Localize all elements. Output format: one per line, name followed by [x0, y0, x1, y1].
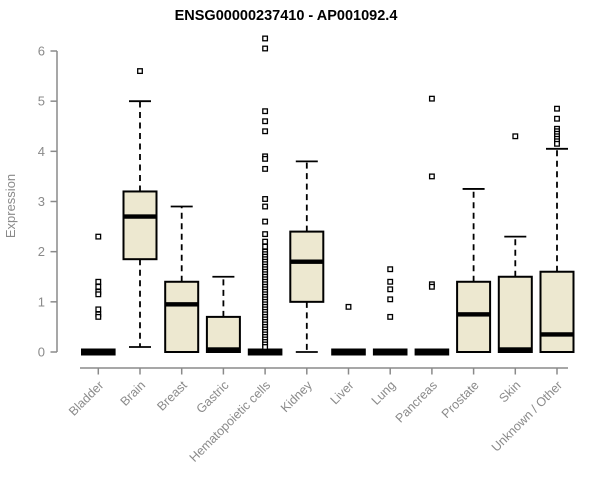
x-axis-category-label: Breast [154, 378, 190, 414]
y-axis-tick-label: 1 [38, 294, 45, 309]
outlier-point [137, 68, 143, 75]
y-axis-tick-label: 4 [38, 144, 45, 159]
box [164, 280, 200, 353]
outlier-point [387, 266, 394, 273]
collapsed-box [414, 348, 450, 356]
x-axis-category-label: Skin [496, 378, 523, 405]
y-axis-tick-label: 5 [38, 94, 45, 109]
x-axis-category-label: Gastric [194, 378, 232, 416]
median-line [123, 214, 157, 219]
outlier-point [428, 283, 435, 290]
outlier-point [554, 105, 560, 112]
outlier-point [262, 35, 269, 42]
outlier-point [262, 243, 269, 250]
outlier-point [262, 218, 269, 225]
median-line [290, 259, 324, 264]
median-line [498, 347, 532, 352]
chart-title: ENSG00000237410 - AP001092.4 [174, 8, 398, 24]
outlier-point [262, 155, 269, 162]
outlier-point [262, 196, 269, 202]
box [205, 315, 241, 353]
median-line [457, 312, 491, 317]
y-axis-tick-label: 2 [38, 244, 45, 259]
box [289, 230, 325, 303]
x-axis-category-label: Bladder [66, 378, 106, 418]
outlier-point [387, 278, 394, 285]
outlier-point [95, 233, 102, 240]
x-axis-category-label: Liver [328, 378, 357, 407]
outlier-point [95, 278, 102, 285]
outlier-point [262, 344, 269, 350]
median-line [540, 332, 574, 337]
outlier-point [95, 291, 102, 298]
outlier-point [387, 313, 394, 320]
outlier-point [512, 133, 519, 140]
box [539, 270, 575, 354]
outlier-point [262, 238, 269, 245]
outlier-point [262, 203, 269, 210]
collapsed-box [247, 348, 283, 356]
box [122, 190, 158, 261]
x-axis-category-label: Lung [369, 378, 399, 408]
outlier-point [262, 165, 269, 172]
outlier-point [387, 286, 394, 293]
box [456, 280, 492, 353]
x-axis-category-label: Kidney [278, 378, 315, 415]
x-axis-category-label: Brain [118, 378, 149, 409]
outlier-point [95, 283, 102, 290]
x-axis-category-label: Pancreas [393, 378, 440, 425]
outlier-point [262, 128, 269, 135]
collapsed-box [81, 348, 116, 356]
median-line [206, 347, 240, 352]
y-axis-title: Expression [3, 174, 18, 238]
median-line [165, 302, 199, 307]
x-axis-category-label: Hematopoietic cells [187, 378, 274, 465]
x-axis-category-label: Unknown / Other [489, 378, 565, 454]
outlier-point [95, 306, 102, 313]
outlier-point [554, 140, 560, 147]
outlier-point [428, 173, 435, 180]
y-axis-tick-label: 0 [38, 345, 45, 360]
box [497, 275, 533, 353]
collapsed-box [331, 348, 366, 356]
x-axis-category-label: Prostate [439, 378, 482, 421]
collapsed-box [372, 348, 408, 356]
outlier-point [262, 118, 269, 125]
outlier-point [262, 231, 269, 238]
outlier-point [262, 45, 269, 52]
outlier-point [428, 95, 435, 102]
outlier-point [95, 313, 102, 320]
outlier-point [554, 115, 560, 122]
outlier-point [387, 296, 394, 303]
outlier-point [262, 108, 269, 115]
outlier-point [345, 303, 352, 310]
y-axis-tick-label: 6 [38, 44, 45, 59]
y-axis-tick-label: 3 [38, 194, 45, 209]
